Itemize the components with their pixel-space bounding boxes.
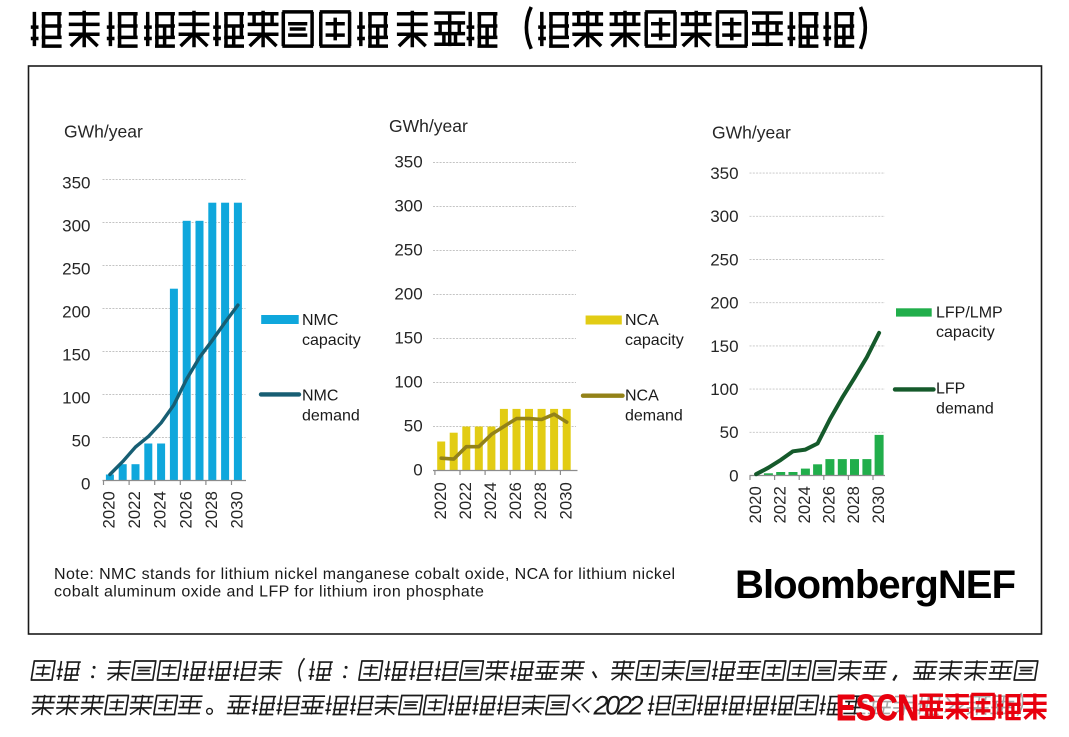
svg-text:2022: 2022	[456, 482, 475, 519]
svg-text:2030: 2030	[869, 486, 888, 523]
svg-text:200: 200	[710, 294, 738, 313]
svg-text:capacity: capacity	[936, 324, 995, 341]
svg-text:2028: 2028	[844, 486, 863, 523]
svg-text:50: 50	[720, 423, 739, 442]
svg-text:NCA: NCA	[625, 312, 659, 329]
svg-text:2022: 2022	[125, 491, 144, 528]
svg-text:250: 250	[62, 259, 90, 278]
svg-text:capacity: capacity	[302, 332, 361, 349]
svg-text:300: 300	[710, 207, 738, 226]
svg-text:250: 250	[710, 250, 738, 269]
svg-text:2020: 2020	[100, 491, 119, 528]
svg-text:50: 50	[404, 416, 423, 435]
svg-text:cobalt aluminum oxide and LFP: cobalt aluminum oxide and LFP for lithiu…	[54, 584, 484, 601]
svg-text:150: 150	[62, 345, 90, 364]
svg-text:2024: 2024	[795, 486, 814, 523]
svg-text:250: 250	[394, 240, 422, 259]
svg-text:0: 0	[81, 474, 90, 493]
svg-text:300: 300	[394, 196, 422, 215]
svg-text:GWh/year: GWh/year	[64, 122, 143, 142]
svg-text:350: 350	[394, 152, 422, 171]
svg-text:300: 300	[62, 216, 90, 235]
svg-text:2028: 2028	[202, 491, 221, 528]
svg-text:2026: 2026	[176, 491, 195, 528]
svg-text:2026: 2026	[820, 486, 839, 523]
svg-text:50: 50	[72, 431, 91, 450]
svg-text:150: 150	[394, 328, 422, 347]
svg-text:capacity: capacity	[625, 332, 684, 349]
svg-text:GWh/year: GWh/year	[712, 123, 791, 143]
svg-text:NMC: NMC	[302, 312, 338, 329]
svg-text:2022: 2022	[770, 486, 789, 523]
svg-text:NMC: NMC	[302, 388, 338, 405]
svg-text:350: 350	[62, 173, 90, 192]
svg-text:NCA: NCA	[625, 388, 659, 405]
svg-text:2020: 2020	[431, 482, 450, 519]
svg-text:BloombergNEF: BloombergNEF	[735, 563, 1016, 607]
svg-text:demand: demand	[936, 401, 994, 418]
svg-text:2030: 2030	[228, 491, 247, 528]
svg-text:2030: 2030	[556, 482, 575, 519]
svg-text:demand: demand	[625, 408, 683, 425]
svg-text:GWh/year: GWh/year	[389, 116, 468, 136]
svg-text:0: 0	[729, 466, 738, 485]
svg-text:350: 350	[710, 164, 738, 183]
svg-text:ESCN: ESCN	[836, 687, 919, 728]
svg-text:2022: 2022	[593, 691, 644, 721]
svg-text:2020: 2020	[746, 486, 765, 523]
svg-text:200: 200	[62, 302, 90, 321]
svg-text:100: 100	[394, 372, 422, 391]
svg-text:demand: demand	[302, 408, 360, 425]
svg-text:100: 100	[710, 380, 738, 399]
svg-text:2024: 2024	[151, 491, 170, 528]
svg-text:200: 200	[394, 284, 422, 303]
svg-text:LFP/LMP: LFP/LMP	[936, 305, 1003, 322]
svg-text:2026: 2026	[506, 482, 525, 519]
svg-text:Note: NMC stands for lithium n: Note: NMC stands for lithium nickel mang…	[54, 566, 676, 583]
svg-text:150: 150	[710, 337, 738, 356]
svg-text:2024: 2024	[481, 482, 500, 519]
svg-text:LFP: LFP	[936, 381, 965, 398]
svg-text:2028: 2028	[531, 482, 550, 519]
svg-text:100: 100	[62, 388, 90, 407]
svg-text:0: 0	[413, 460, 422, 479]
